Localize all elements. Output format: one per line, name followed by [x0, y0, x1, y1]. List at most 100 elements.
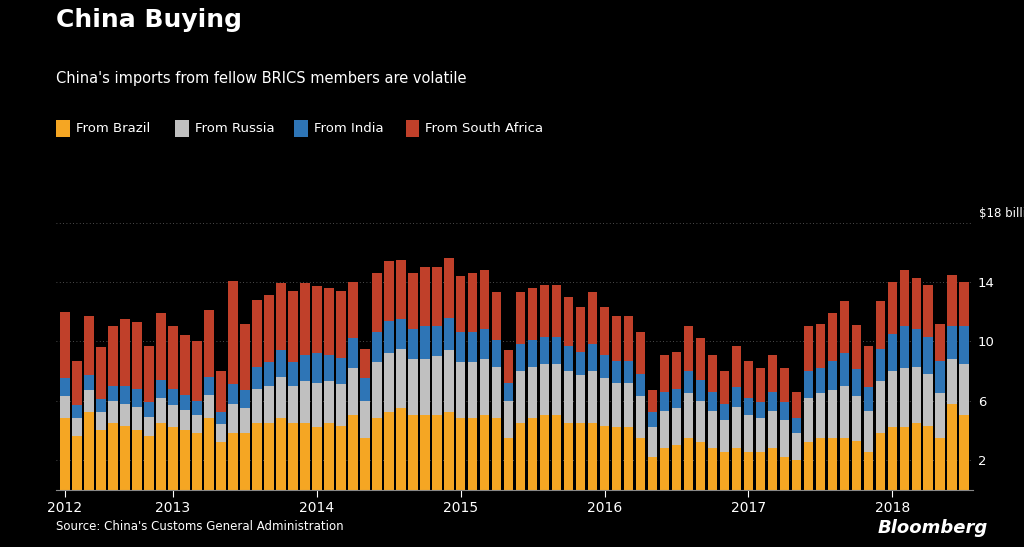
- Bar: [527, 288, 538, 340]
- Bar: [876, 349, 886, 381]
- Bar: [479, 415, 489, 490]
- Bar: [264, 295, 273, 362]
- Bar: [516, 423, 525, 490]
- Bar: [804, 371, 813, 398]
- Bar: [804, 442, 813, 490]
- Bar: [132, 430, 141, 490]
- Bar: [720, 452, 729, 490]
- Bar: [672, 389, 681, 408]
- Bar: [372, 273, 382, 333]
- Bar: [168, 389, 177, 405]
- Bar: [575, 352, 586, 375]
- Bar: [372, 418, 382, 490]
- Bar: [311, 353, 322, 383]
- Bar: [959, 327, 970, 364]
- Bar: [684, 327, 693, 371]
- Bar: [240, 390, 250, 408]
- Bar: [395, 349, 406, 408]
- Bar: [336, 358, 345, 385]
- Bar: [359, 438, 370, 490]
- Bar: [143, 402, 154, 417]
- Bar: [240, 408, 250, 433]
- Bar: [72, 436, 82, 490]
- Bar: [731, 406, 741, 448]
- Bar: [552, 337, 561, 364]
- Bar: [504, 438, 513, 490]
- Bar: [695, 442, 706, 490]
- Bar: [336, 291, 345, 358]
- Bar: [288, 423, 298, 490]
- Bar: [600, 379, 609, 426]
- Bar: [672, 445, 681, 490]
- Bar: [852, 396, 861, 441]
- Bar: [479, 270, 489, 329]
- Bar: [815, 368, 825, 393]
- Bar: [563, 371, 573, 423]
- Bar: [275, 350, 286, 377]
- Bar: [216, 371, 225, 412]
- Text: $18 billion: $18 billion: [979, 207, 1024, 220]
- Bar: [252, 300, 261, 366]
- Bar: [432, 267, 441, 327]
- Bar: [516, 344, 525, 371]
- Bar: [84, 412, 93, 490]
- Bar: [240, 323, 250, 390]
- Bar: [372, 333, 382, 362]
- Bar: [756, 402, 765, 418]
- Bar: [288, 386, 298, 423]
- Bar: [563, 297, 573, 346]
- Bar: [840, 386, 849, 438]
- Bar: [227, 281, 238, 385]
- Bar: [527, 340, 538, 366]
- Bar: [636, 438, 645, 490]
- Bar: [143, 346, 154, 402]
- Bar: [708, 448, 718, 490]
- Bar: [372, 362, 382, 418]
- Bar: [624, 316, 634, 360]
- Bar: [492, 418, 502, 490]
- Bar: [768, 392, 777, 411]
- Bar: [492, 340, 502, 366]
- Bar: [468, 418, 477, 490]
- Bar: [84, 390, 93, 412]
- Bar: [624, 383, 634, 427]
- Bar: [384, 412, 393, 490]
- Bar: [936, 323, 945, 360]
- Bar: [324, 381, 334, 423]
- Bar: [863, 452, 873, 490]
- Bar: [672, 352, 681, 389]
- Bar: [636, 333, 645, 374]
- Bar: [443, 350, 454, 412]
- Bar: [59, 379, 70, 396]
- Bar: [264, 423, 273, 490]
- Bar: [936, 360, 945, 393]
- Bar: [756, 368, 765, 402]
- Text: China Buying: China Buying: [56, 8, 243, 32]
- Bar: [468, 273, 477, 333]
- Bar: [120, 404, 130, 426]
- Bar: [936, 393, 945, 438]
- Bar: [563, 423, 573, 490]
- Bar: [132, 389, 141, 406]
- Bar: [300, 423, 309, 490]
- Bar: [168, 427, 177, 490]
- Bar: [420, 359, 429, 415]
- Bar: [588, 423, 597, 490]
- Bar: [311, 383, 322, 427]
- Bar: [959, 364, 970, 415]
- Bar: [827, 360, 838, 390]
- Bar: [899, 368, 909, 427]
- Bar: [420, 327, 429, 359]
- Bar: [768, 448, 777, 490]
- Bar: [324, 288, 334, 354]
- Bar: [252, 366, 261, 389]
- Bar: [384, 353, 393, 412]
- Bar: [659, 411, 670, 448]
- Bar: [779, 368, 790, 402]
- Bar: [191, 433, 202, 490]
- Bar: [408, 329, 418, 359]
- Bar: [924, 285, 933, 337]
- Bar: [888, 427, 897, 490]
- Bar: [611, 316, 622, 360]
- Text: From Russia: From Russia: [195, 122, 274, 135]
